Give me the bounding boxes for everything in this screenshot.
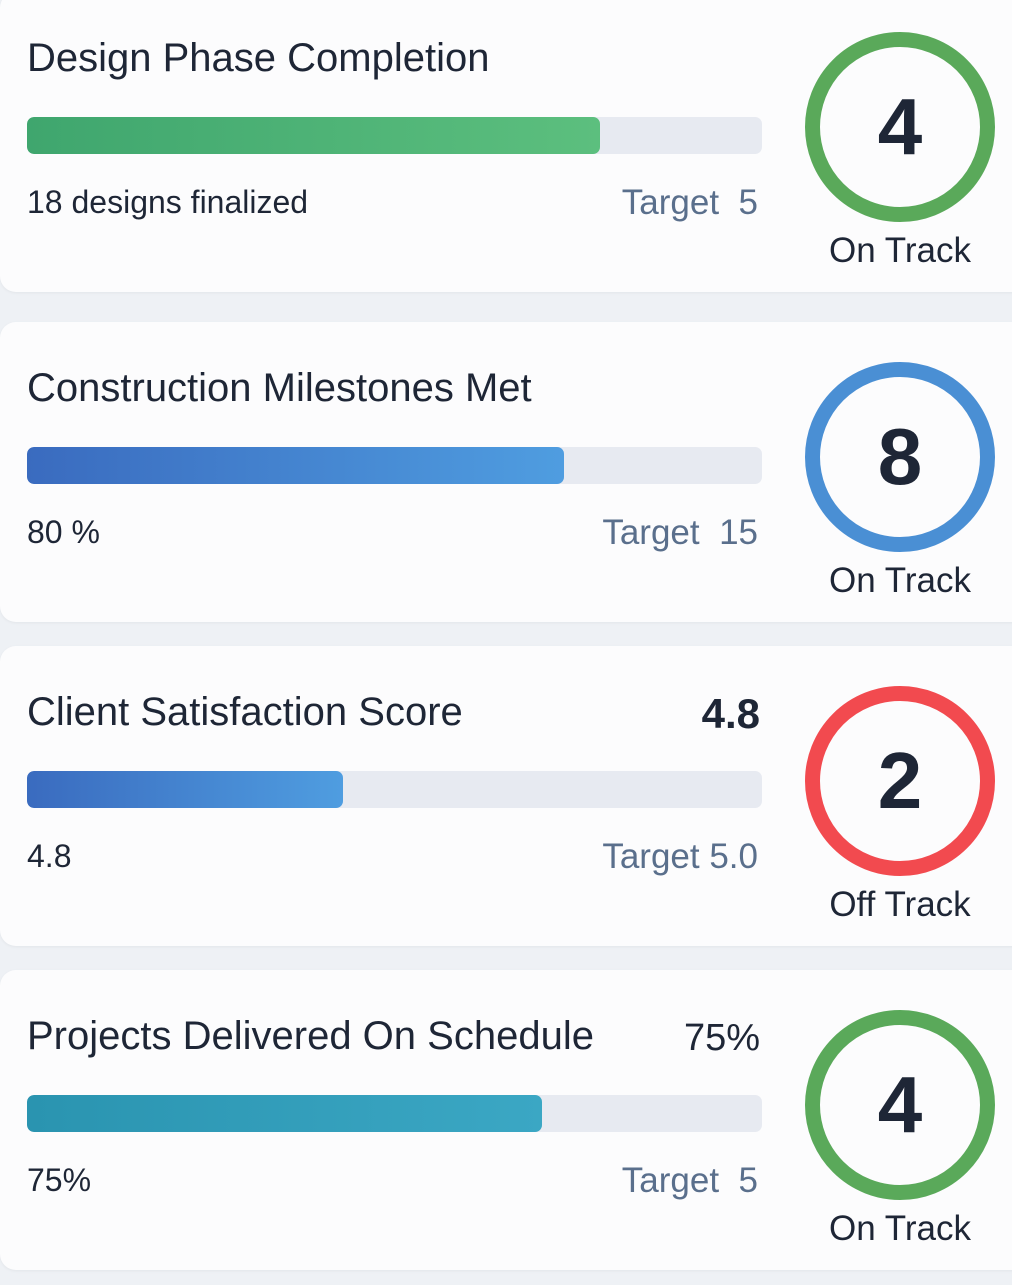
progress-fill (27, 117, 601, 154)
kpi-title-value: 75% (683, 1017, 760, 1059)
score-ring: 4 (805, 1010, 995, 1200)
status-label: On Track (829, 561, 971, 600)
kpi-target: Target 5 (621, 183, 758, 222)
kpi-title: Client Satisfaction Score (27, 690, 463, 734)
progress-bar (27, 447, 762, 484)
kpi-target: Target 15 (602, 513, 758, 552)
score-number: 2 (877, 736, 923, 825)
status-label: On Track (829, 231, 971, 270)
kpi-title-value: 4.8 (701, 690, 760, 737)
kpi-current-value: 18 designs finalized (27, 184, 309, 220)
kpi-title: Design Phase Completion (27, 36, 490, 80)
kpi-card: Design Phase Completion 18 designs final… (0, 0, 1012, 292)
kpi-title: Construction Milestones Met (27, 366, 532, 410)
score-number: 8 (877, 412, 923, 501)
progress-bar (27, 1095, 762, 1132)
score-ring: 8 (805, 362, 995, 552)
score-number: 4 (877, 1060, 923, 1149)
progress-bar (27, 771, 762, 808)
kpi-card: Client Satisfaction Score 4.8 4.8 Target… (0, 646, 1012, 946)
progress-fill (27, 1095, 542, 1132)
status-label: Off Track (829, 885, 971, 924)
kpi-current-value: 4.8 (27, 838, 72, 874)
progress-bar (27, 117, 762, 154)
kpi-current-value: 80 % (27, 514, 100, 550)
progress-fill (27, 771, 344, 808)
score-ring: 2 (805, 686, 995, 876)
kpi-card: Construction Milestones Met 80 % Target … (0, 322, 1012, 622)
kpi-title: Projects Delivered On Schedule (27, 1014, 594, 1058)
score-number: 4 (877, 82, 923, 171)
kpi-target: Target 5.0 (602, 837, 758, 876)
score-ring: 4 (805, 32, 995, 222)
kpi-target: Target 5 (621, 1161, 758, 1200)
kpi-current-value: 75% (27, 1162, 92, 1198)
progress-fill (27, 447, 564, 484)
status-label: On Track (829, 1209, 971, 1248)
kpi-card: Projects Delivered On Schedule 75% 75% T… (0, 970, 1012, 1270)
